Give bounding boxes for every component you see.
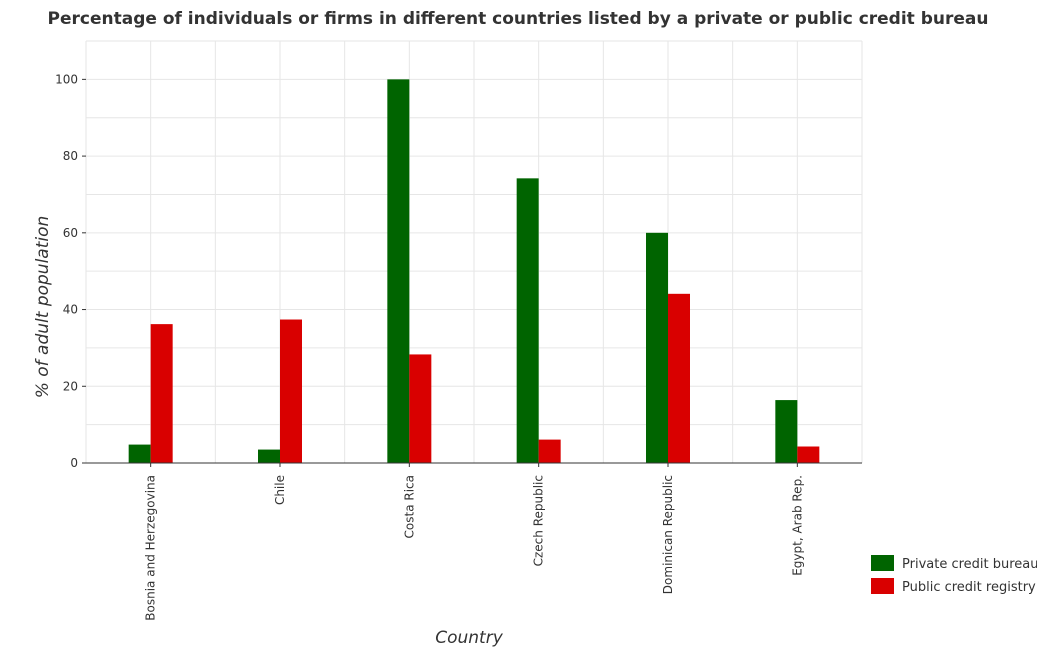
bar-public-credit-registry [150,324,173,463]
y-axis-title: % of adult population [33,216,53,399]
x-tick-label: Costa Rica [402,475,416,538]
x-tick-label: Bosnia and Herzegovina [144,475,158,621]
x-tick-label: Egypt, Arab Rep. [790,475,804,576]
grid [85,40,863,464]
bar-private-credit-bureau [128,444,151,463]
bar-private-credit-bureau [258,449,280,463]
y-tick-label: 60 [63,226,78,240]
bar-private-credit-bureau [516,178,539,464]
chart-title: Percentage of individuals or firms in di… [48,9,989,29]
legend-label: Private credit bureau [902,557,1037,572]
bar-private-credit-bureau [646,232,668,463]
bars [128,79,820,464]
y-tick-label: 20 [63,379,78,393]
bar-public-credit-registry [409,354,432,463]
bar-public-credit-registry [797,446,820,463]
y-tick-label: 40 [63,303,78,317]
legend-swatch [871,555,894,571]
axes: 0 20 40 60 80 100 Bosnia and Herzegovina Chile C… [55,72,862,621]
y-tick-label: 100 [55,72,78,86]
y-tick-label: 0 [70,456,78,470]
x-tick-label: Chile [273,475,287,505]
bar-public-credit-registry [280,319,302,463]
bar-public-credit-registry [538,439,561,463]
x-axis-title: Country [435,628,503,648]
y-tick-label: 80 [63,149,78,163]
x-tick-label: Czech Republic [532,475,546,566]
legend: Private credit bureau Public credit regis… [871,555,1037,595]
legend-swatch [871,578,894,594]
bar-public-credit-registry [668,293,690,463]
bar-private-credit-bureau [387,79,410,463]
x-tick-label: Dominican Republic [661,475,675,594]
legend-label: Public credit registry [902,580,1036,595]
bar-private-credit-bureau [775,400,798,463]
